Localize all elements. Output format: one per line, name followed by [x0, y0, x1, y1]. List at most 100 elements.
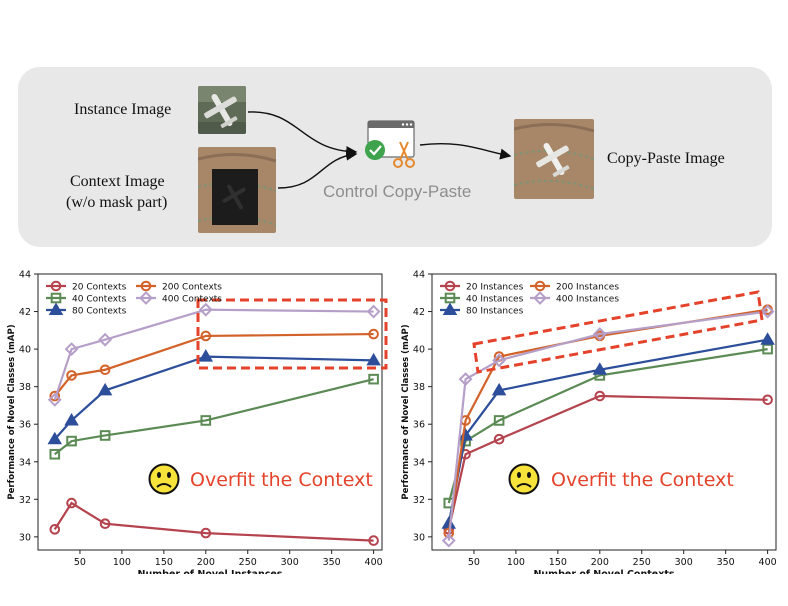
series-1	[49, 373, 379, 460]
data-point	[49, 448, 61, 460]
legend-marker	[50, 280, 62, 292]
series-4	[47, 302, 381, 407]
y-tick-label: 40	[413, 345, 425, 356]
copy-paste-image-label: Copy-Paste Image	[607, 150, 725, 167]
series-3	[49, 328, 379, 402]
data-point	[762, 394, 773, 406]
legend-marker	[444, 292, 456, 304]
data-point	[760, 304, 775, 319]
legend-entry: 40 Contexts	[46, 292, 127, 305]
legend-label: 200 Instances	[556, 283, 619, 293]
legend-marker	[534, 280, 546, 292]
overfit-annotation-right: Overfit the Context	[551, 469, 734, 491]
legend-label: 400 Instances	[556, 295, 619, 305]
data-point	[458, 372, 473, 387]
control-copy-paste-icon	[365, 120, 415, 168]
output-arrow	[419, 142, 512, 160]
y-tick-label: 30	[19, 532, 31, 543]
y-tick-label: 32	[19, 495, 31, 506]
x-tick-label: 350	[717, 557, 735, 568]
legend-entry: 200 Contexts	[136, 280, 222, 293]
x-tick-label: 150	[549, 557, 567, 568]
data-point	[64, 412, 79, 426]
x-tick-label: 200	[591, 557, 609, 568]
legend-marker	[139, 291, 153, 305]
data-point	[594, 390, 606, 402]
x-axis-label: Number of Novel Instances	[138, 569, 283, 574]
data-point	[492, 353, 507, 368]
data-point	[97, 382, 113, 396]
highlight-box	[196, 298, 388, 370]
legend-entry: 200 Instances	[530, 280, 619, 293]
legend-label: 40 Contexts	[72, 295, 127, 305]
diagram-arrows	[247, 111, 512, 189]
y-tick-label: 42	[19, 307, 31, 318]
data-point	[368, 328, 379, 340]
x-tick-label: 250	[633, 557, 651, 568]
series-line	[54, 378, 374, 456]
y-tick-label: 38	[19, 382, 31, 393]
context-image-label: Context Image	[70, 173, 165, 190]
data-point	[493, 415, 505, 426]
series-line	[53, 332, 374, 397]
data-point	[99, 518, 111, 530]
legend-marker	[533, 291, 547, 305]
x-tick-label: 100	[507, 557, 525, 568]
x-axis-label: Number of Novel Contexts	[533, 569, 674, 574]
x-tick-label: 50	[468, 557, 480, 568]
data-point	[493, 433, 505, 445]
x-tick-label: 400	[365, 557, 383, 568]
control-copy-paste-label: Control Copy-Paste	[323, 182, 472, 201]
plane-instance-picture	[198, 86, 246, 134]
plot-frame	[37, 273, 383, 551]
y-axis-label: Performance of Novel Classes (mAP)	[401, 324, 411, 499]
data-point	[99, 364, 111, 376]
context-picture	[198, 147, 276, 233]
y-tick-label: 42	[413, 307, 425, 318]
x-tick-label: 350	[323, 557, 341, 568]
copy-paste-image-thumbnail	[514, 119, 594, 199]
instance-arrow	[247, 111, 358, 158]
data-point	[64, 342, 79, 357]
legend-entry: 400 Contexts	[136, 291, 222, 305]
y-tick-label: 44	[19, 270, 31, 281]
series-line	[53, 308, 374, 401]
legend-entry: 20 Instances	[440, 280, 524, 293]
context-image-sublabel: (w/o mask part)	[66, 194, 168, 211]
chart-novel-contexts: 30 32 34 36 38 40 42 44 50 100 150 200 250 300 350 400 N…	[401, 270, 777, 575]
legend-label: 200 Contexts	[162, 283, 222, 293]
data-point	[99, 430, 111, 441]
series-2	[47, 349, 381, 445]
data-point	[441, 533, 456, 548]
y-tick-label: 34	[413, 457, 425, 468]
data-point	[200, 415, 212, 426]
data-point	[49, 390, 61, 402]
series-4	[441, 304, 775, 548]
data-point	[66, 435, 77, 447]
legend-marker	[48, 302, 64, 315]
data-point	[198, 302, 213, 317]
context-arrow	[277, 149, 358, 189]
y-tick-label: 40	[19, 345, 31, 356]
legend-entry: 400 Instances	[530, 291, 619, 305]
data-point	[368, 373, 379, 385]
data-point	[592, 362, 608, 375]
legend-marker	[140, 280, 152, 292]
data-point	[366, 304, 381, 319]
data-point	[592, 327, 607, 341]
y-tick-label: 38	[413, 382, 425, 393]
series-line	[53, 501, 374, 542]
x-tick-label: 400	[759, 557, 777, 568]
legend-entry: 20 Contexts	[46, 280, 127, 293]
data-point	[200, 330, 212, 342]
data-point	[198, 349, 214, 362]
data-point	[491, 382, 507, 396]
context-image-thumbnail	[198, 147, 276, 233]
data-point	[200, 527, 212, 539]
y-tick-label: 44	[413, 270, 425, 281]
data-point	[760, 332, 775, 345]
y-tick-label: 32	[413, 495, 425, 506]
sad-face-icon	[148, 463, 180, 500]
x-tick-label: 200	[197, 557, 215, 568]
legend-label: 80 Contexts	[72, 307, 127, 317]
